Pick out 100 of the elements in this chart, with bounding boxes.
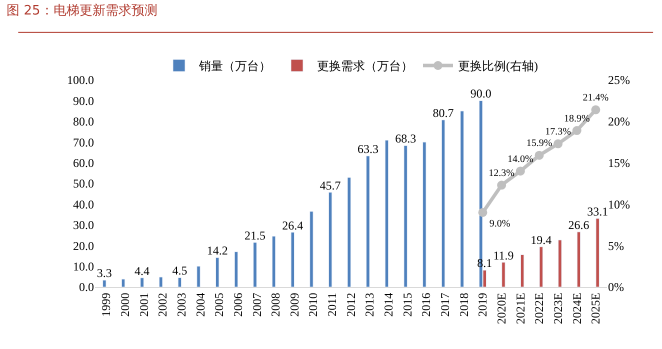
bar: [502, 262, 506, 287]
x-tick-label: 2025E: [588, 292, 603, 324]
data-label: 26.6: [568, 218, 590, 232]
data-label: 4.4: [134, 264, 150, 278]
point: [478, 208, 488, 217]
data-label: 9.0%: [489, 218, 510, 230]
bar: [234, 252, 238, 287]
bar: [178, 277, 182, 287]
point: [516, 166, 525, 176]
y-tick-label: 40.0: [73, 197, 94, 212]
x-tick-label: 2001: [136, 292, 151, 317]
bar: [121, 278, 126, 287]
bar: [404, 145, 408, 287]
x-tick-label: 2002: [156, 292, 170, 317]
data-label: 45.7: [320, 178, 341, 192]
y2-tick-label: 15%: [608, 156, 630, 170]
bar: [196, 266, 200, 287]
point: [572, 126, 582, 136]
x-tick-label: 2022E: [532, 292, 546, 324]
y-tick-label: 0.0: [79, 280, 94, 294]
x-tick-label: 2010: [306, 292, 320, 317]
bar: [460, 110, 464, 287]
y-tick-label: 20.0: [73, 238, 94, 253]
x-tick-label: 2023E: [550, 292, 565, 324]
bar: [253, 242, 257, 287]
y-tick-label: 100.0: [67, 73, 94, 88]
bar: [596, 218, 600, 287]
legend-label: 销量（万台）: [198, 59, 271, 74]
y-tick-label: 50.0: [73, 176, 94, 191]
data-label: 19.4: [530, 232, 552, 247]
data-label: 80.7: [432, 106, 454, 120]
x-tick-label: 2019: [476, 292, 490, 317]
point: [497, 180, 506, 190]
bar: [384, 140, 389, 287]
bar: [159, 276, 163, 287]
bar: [290, 232, 294, 287]
y2-tick-label: 0%: [608, 280, 624, 294]
x-tick-label: 2024E: [570, 292, 584, 324]
data-label: 21.5: [244, 228, 266, 242]
data-label: 14.0%: [507, 154, 534, 165]
legend-label: 更换比例(右轴): [458, 59, 538, 74]
x-tick-label: 2018: [456, 292, 471, 317]
data-label: 3.3: [96, 266, 112, 280]
bar: [310, 211, 314, 287]
bar: [366, 156, 370, 287]
data-label: 63.3: [357, 142, 378, 156]
y2-tick-label: 10%: [608, 197, 630, 212]
bar: [520, 254, 524, 287]
data-label: 18.9%: [564, 113, 590, 124]
x-tick-label: 2009: [287, 292, 302, 317]
data-label: 90.0: [470, 86, 492, 101]
x-tick-label: 2013: [362, 292, 377, 317]
y-tick-label: 10.0: [73, 260, 94, 274]
y-tick-label: 90.0: [73, 94, 94, 108]
x-tick-label: 2011: [325, 292, 340, 316]
data-label: 33.1: [587, 204, 608, 218]
x-tick-label: 2014: [382, 292, 396, 317]
bar: [140, 278, 144, 287]
point: [554, 139, 563, 148]
data-label: 17.3%: [545, 126, 571, 138]
bar: [422, 142, 426, 287]
data-label: 26.4: [282, 218, 304, 232]
y-tick-label: 60.0: [73, 156, 94, 170]
data-label: 14.2: [206, 244, 228, 258]
y2-tick-label: 5%: [608, 238, 624, 253]
data-label: 12.3%: [488, 168, 515, 180]
legend-label: 更换需求（万台）: [317, 59, 413, 74]
bar: [576, 232, 581, 287]
bar: [216, 257, 220, 287]
data-label: 15.9%: [526, 138, 552, 150]
x-tick-label: 2004: [193, 292, 208, 317]
x-tick-label: 2016: [419, 292, 434, 317]
data-label: 68.3: [395, 132, 416, 146]
x-tick-label: 2015: [400, 292, 414, 317]
bar: [539, 246, 543, 287]
point: [534, 150, 544, 160]
bar: [558, 240, 562, 287]
x-tick-label: 2003: [174, 292, 188, 317]
bar: [441, 120, 446, 287]
x-tick-label: 2008: [268, 292, 283, 317]
x-tick-label: 2020E: [494, 292, 508, 324]
point: [591, 105, 600, 114]
y-tick-label: 80.0: [73, 114, 94, 129]
data-label: 4.5: [172, 264, 188, 278]
x-tick-label: 2021E: [513, 292, 528, 324]
y2-tick-label: 20%: [608, 114, 630, 129]
x-tick-label: 2006: [230, 292, 245, 317]
x-tick-label: 2007: [250, 292, 264, 317]
bar: [328, 192, 332, 287]
x-tick-label: 2012: [344, 292, 358, 317]
bar: [347, 177, 351, 287]
x-tick-label: 2000: [118, 292, 132, 317]
x-tick-label: 2005: [212, 292, 226, 317]
x-tick-label: 1999: [99, 292, 114, 317]
y-tick-label: 70.0: [73, 135, 94, 150]
x-tick-label: 2017: [438, 292, 452, 317]
y2-tick-label: 25%: [608, 73, 630, 88]
chart-title: 图 25：电梯更新需求预测: [6, 3, 158, 18]
bar: [102, 280, 106, 287]
bar: [272, 236, 276, 287]
